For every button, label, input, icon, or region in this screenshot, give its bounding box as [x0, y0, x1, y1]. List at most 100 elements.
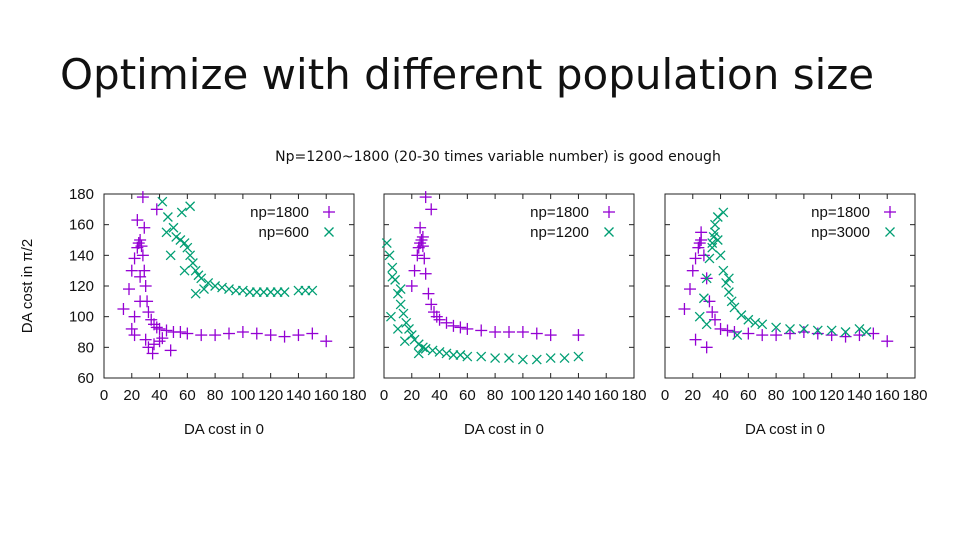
data-point: [392, 323, 403, 334]
data-point: [418, 252, 431, 265]
x-tick-label: 80: [487, 387, 504, 404]
data-point: [203, 277, 214, 288]
data-point: [703, 295, 716, 308]
data-point: [462, 351, 473, 362]
data-point: [689, 333, 702, 346]
data-point: [721, 324, 734, 337]
data-point: [545, 353, 556, 364]
data-point: [413, 339, 424, 350]
data-point: [447, 319, 460, 332]
data-point: [517, 354, 528, 365]
x-tick-label: 20: [123, 387, 140, 404]
x-tick-label: 80: [768, 387, 785, 404]
x-axis-label: DA cost in 0: [184, 421, 264, 438]
data-point: [770, 329, 783, 342]
data-point: [395, 284, 406, 295]
data-point: [742, 327, 755, 340]
x-tick-label: 20: [684, 387, 701, 404]
data-point: [430, 310, 443, 323]
scatter-chart-1: 0 20 40 60 80 100 120 140 160 1806080100120140160…: [19, 186, 367, 438]
data-point: [448, 350, 459, 360]
data-point: [117, 303, 130, 315]
data-point: [881, 335, 894, 348]
data-point: [723, 273, 734, 284]
data-point: [736, 310, 747, 321]
y-tick-label: 100: [69, 309, 94, 326]
x-tick-label: 0: [661, 387, 669, 404]
x-tick-label: 120: [538, 387, 563, 404]
data-point: [387, 262, 398, 273]
data-point: [718, 265, 729, 276]
data-point: [712, 235, 723, 245]
data-point: [182, 242, 193, 253]
data-point: [416, 230, 429, 243]
data-point: [707, 238, 718, 249]
data-point: [408, 264, 421, 277]
data-point: [854, 323, 865, 334]
data-point: [710, 227, 720, 238]
x-tick-label: 60: [740, 387, 757, 404]
legend-entry-label: np=1800: [811, 204, 870, 221]
data-point: [272, 287, 283, 298]
data-point: [701, 319, 712, 330]
data-point: [230, 285, 241, 296]
x-tick-label: 180: [341, 387, 366, 404]
data-point: [142, 306, 155, 319]
data-point: [131, 214, 144, 227]
x-tick-label: 60: [459, 387, 476, 404]
data-point: [812, 325, 823, 336]
y-tick-label: 180: [69, 186, 94, 203]
data-point: [392, 288, 403, 299]
series-2: [694, 207, 872, 341]
data-point: [138, 221, 151, 234]
data-point: [771, 322, 782, 333]
slide-subtitle: Np=1200~1800 (20-30 times variable numbe…: [275, 149, 721, 165]
x-tick-label: 180: [621, 387, 646, 404]
x-tick-label: 160: [875, 387, 900, 404]
data-point: [405, 280, 418, 292]
data-point: [135, 240, 148, 253]
data-point: [698, 293, 709, 304]
data-point: [714, 322, 727, 335]
data-point: [264, 329, 277, 342]
data-point: [721, 277, 732, 288]
data-point: [128, 310, 141, 323]
x-tick-label: 40: [151, 387, 168, 404]
data-point: [572, 329, 585, 342]
scatter-chart-3: 0 20 40 60 80 100 120 140 160 180 DA cost in 0 np=1…: [661, 193, 928, 438]
data-point: [132, 237, 145, 250]
data-point: [258, 287, 269, 298]
data-point: [707, 242, 718, 253]
data-point: [190, 265, 201, 276]
data-point: [250, 327, 263, 340]
data-point: [381, 238, 392, 249]
x-axis-label: DA cost in 0: [464, 421, 544, 438]
y-tick-label: 120: [69, 278, 94, 295]
data-point: [401, 317, 412, 328]
chart-panel-1: 0 20 40 60 80 100 120 140 160 180 60 80 100 120 140 160…: [14, 180, 374, 442]
data-point: [195, 329, 208, 342]
data-point: [236, 326, 249, 338]
data-point: [723, 287, 734, 298]
data-point: [190, 288, 201, 299]
data-point: [697, 249, 710, 262]
data-point: [185, 201, 196, 212]
data-point: [704, 253, 715, 264]
data-point: [757, 319, 768, 330]
legend-entry-label: np=3000: [811, 224, 870, 241]
data-point: [413, 348, 424, 359]
data-point: [209, 329, 222, 342]
data-point: [440, 316, 453, 329]
data-point: [684, 283, 696, 296]
data-point: [199, 284, 209, 295]
data-point: [128, 252, 141, 265]
data-point: [404, 323, 414, 334]
data-point: [798, 323, 809, 334]
data-point: [176, 207, 187, 218]
data-point: [811, 327, 824, 340]
legend-marker: [884, 206, 896, 218]
data-point: [168, 222, 179, 233]
data-point: [150, 203, 163, 216]
data-point: [300, 285, 311, 296]
data-point: [196, 273, 207, 284]
